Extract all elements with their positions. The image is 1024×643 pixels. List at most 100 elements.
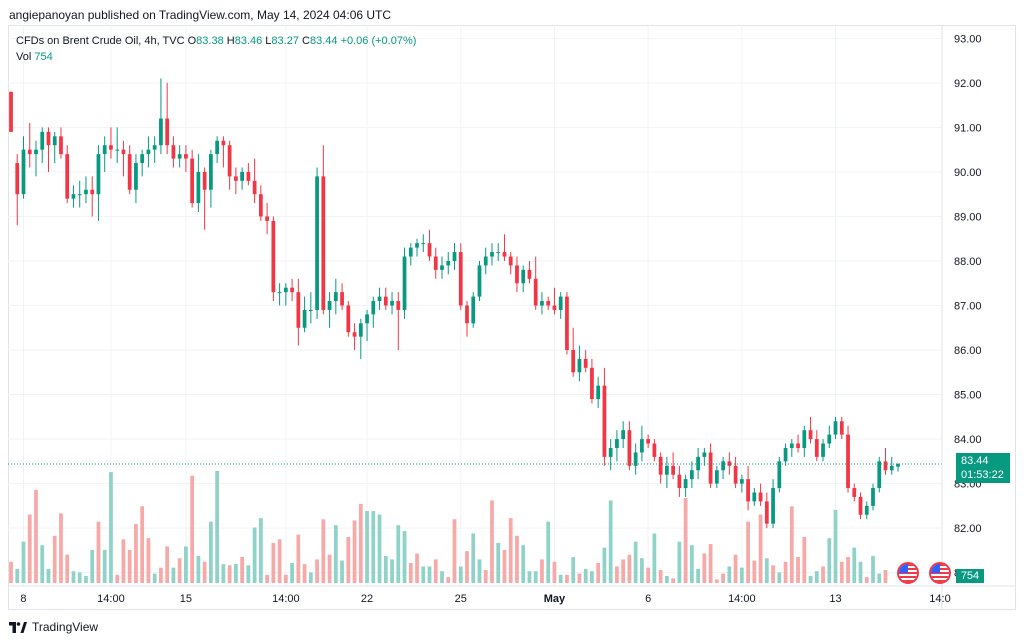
volume-bar [271,542,276,583]
volume-bar [90,549,95,583]
legend-high-label: H [226,35,235,47]
candle-body [864,505,869,515]
candle-body [346,305,351,333]
volume-bar [121,539,126,583]
volume-bar [802,536,807,583]
candle-body [596,385,601,399]
candle [708,443,713,489]
candle [783,443,788,466]
volume-bar [258,518,263,583]
candle [427,229,432,261]
volume-bar [558,574,563,583]
candle-body [402,256,407,310]
volume-bar [714,579,719,583]
candle-body [421,243,426,245]
volume-bar [246,565,251,583]
candle [764,492,769,529]
candle [583,350,588,373]
time-axis: 8 14:00 15 14:00 22 25 May 6 14:00 13 14:0 [20,593,950,605]
candle [59,127,63,159]
candle [84,176,88,204]
candle [452,243,457,270]
candle [146,136,151,168]
candle-body [571,350,576,373]
candle-body [521,269,526,284]
candle-body [615,439,619,448]
volume-bar [52,535,57,583]
candle [15,154,20,226]
candle [814,430,819,462]
candle-body [134,163,138,190]
candle-body [702,452,707,457]
volume-bar [746,521,750,583]
candle-body [633,452,638,466]
candle [365,309,369,342]
candle [371,296,376,328]
candle [315,167,319,319]
price-tick-label: 87.00 [954,301,982,313]
candle [646,434,651,448]
candle-body [46,131,51,146]
candle [390,292,394,315]
candle-body [184,154,188,159]
candlestick-chart[interactable]: 93.00 92.00 91.00 90.00 89.00 88.00 87.00 86.00… [8,25,1016,610]
candle [677,465,682,497]
candle [465,301,469,337]
volume-bar [421,566,426,583]
time-tick-label: 6 [645,593,651,605]
volume-bar [383,555,388,583]
candle-body [621,430,626,440]
candle [71,185,76,208]
volume-bar [21,541,26,583]
footer-brand: TradingView [32,620,99,634]
candle [96,145,101,221]
candle-body [215,140,220,155]
candle-body [477,265,482,297]
volume-bar [209,521,213,583]
candle-body [171,145,176,159]
candle [340,283,344,310]
candle-body [871,488,875,506]
candle-body [552,305,557,310]
volume-bar [315,559,319,583]
candle [739,474,744,493]
volume-bar [9,561,13,583]
candle-body [446,260,451,266]
chart-frame [8,25,1016,610]
volume-bar [827,538,832,583]
candle [752,488,757,506]
volume-bar [277,539,282,583]
candle [377,287,382,310]
candle [864,501,869,520]
volume-bars [9,470,888,583]
time-tick-label: 14:00 [728,593,756,605]
time-tick-label: 14:00 [97,593,125,605]
candle [721,456,725,480]
candle [308,292,313,324]
us-flag-event-icon[interactable] [897,562,919,584]
candle [358,318,363,359]
legend-change: +0.06 (+0.07%) [340,35,417,47]
candle [896,463,900,472]
candle-body [752,492,757,502]
candle-body [21,149,26,195]
volume-bar [839,561,844,583]
volume-bar [758,514,763,583]
candle [277,283,282,306]
candle [471,292,476,328]
candle [546,296,551,310]
candle-body [59,136,63,155]
volume-bar [352,520,357,583]
volume-bar [702,553,707,583]
candle-body [290,287,294,293]
volume-bar [171,567,176,583]
legend-volume-value: 754 [34,51,53,63]
volume-bar [571,557,576,583]
volume-bar [665,575,669,583]
volume-bar [252,527,257,583]
us-flag-event-icon[interactable] [929,562,951,584]
candle [852,483,857,502]
time-tick-label: 14:00 [272,593,300,605]
candle-body [202,171,207,190]
legend-low-label: L [265,35,272,47]
